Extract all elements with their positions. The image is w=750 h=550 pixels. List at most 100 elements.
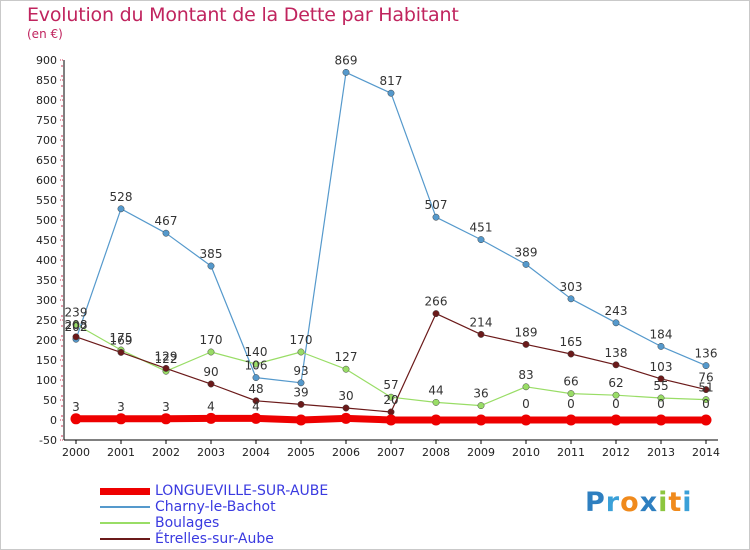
data-point [250, 412, 262, 424]
data-label: 103 [650, 360, 673, 374]
data-label: 30 [338, 389, 353, 403]
y-tick-label: 550 [36, 194, 57, 207]
data-point [207, 262, 215, 270]
logo-letter: r [605, 487, 621, 518]
logo-letter: o [620, 487, 640, 518]
data-point [297, 400, 305, 408]
y-tick-label: -50 [39, 434, 57, 447]
y-tick-label: 900 [36, 54, 57, 67]
data-point [477, 236, 485, 244]
x-tick-label: 2005 [287, 446, 315, 459]
data-label: 66 [563, 375, 578, 389]
data-label-zero: 0 [657, 397, 665, 411]
data-point [342, 404, 350, 412]
proxiti-logo: Proxiti [585, 487, 693, 518]
data-label: 507 [425, 198, 448, 212]
legend-swatch [100, 488, 150, 495]
data-point [207, 380, 215, 388]
data-point [117, 348, 125, 356]
data-label: 138 [605, 346, 628, 360]
data-label: 189 [515, 325, 538, 339]
data-point [432, 213, 440, 221]
x-tick-label: 2001 [107, 446, 135, 459]
chart-title: Evolution du Montant de la Dette par Hab… [27, 4, 459, 26]
data-label: 467 [155, 214, 178, 228]
y-tick-label: 700 [36, 134, 57, 147]
data-label: 239 [65, 305, 88, 319]
data-point [387, 393, 395, 401]
data-label: 389 [515, 245, 538, 259]
data-point [702, 386, 710, 394]
logo-letter: t [668, 487, 683, 518]
data-point [72, 320, 80, 328]
data-label: 93 [293, 364, 308, 378]
data-label: 48 [248, 382, 263, 396]
data-point [297, 379, 305, 387]
y-tick-label: 0 [50, 414, 57, 427]
x-tick-label: 2008 [422, 446, 450, 459]
data-point [115, 413, 127, 425]
legend-label: Boulages [155, 515, 220, 531]
data-point [387, 89, 395, 97]
data-point [340, 412, 352, 424]
data-label: 243 [605, 304, 628, 318]
legend-swatch [100, 522, 150, 524]
data-label: 62 [608, 376, 623, 390]
data-point [702, 362, 710, 370]
data-label: 20 [383, 393, 398, 407]
y-tick-label: 600 [36, 174, 57, 187]
y-tick-label: 300 [36, 294, 57, 307]
data-point [252, 374, 260, 382]
data-point [342, 365, 350, 373]
data-label: 184 [650, 327, 673, 341]
logo-letter: x [639, 487, 659, 518]
legend-swatch [100, 506, 150, 508]
data-point [432, 310, 440, 318]
data-label: 170 [290, 333, 313, 347]
data-point [117, 205, 125, 213]
y-tick-label: 350 [36, 274, 57, 287]
y-tick-label: 200 [36, 334, 57, 347]
data-point [567, 350, 575, 358]
y-tick-label: 850 [36, 74, 57, 87]
data-label: 3 [117, 400, 125, 414]
data-point [565, 414, 577, 426]
data-point [477, 330, 485, 338]
data-label: 57 [383, 378, 398, 392]
data-point [387, 408, 395, 416]
data-label: 55 [653, 379, 668, 393]
data-label: 202 [65, 320, 88, 334]
data-point [252, 397, 260, 405]
y-tick-label: 500 [36, 214, 57, 227]
y-tick-label: 800 [36, 94, 57, 107]
data-label: 106 [245, 359, 268, 373]
data-label: 817 [380, 74, 403, 88]
data-label: 3 [72, 400, 80, 414]
x-tick-label: 2007 [377, 446, 405, 459]
y-tick-label: 100 [36, 374, 57, 387]
data-label: 90 [203, 365, 218, 379]
data-label: 214 [470, 315, 493, 329]
data-point [295, 414, 307, 426]
data-label: 528 [110, 190, 133, 204]
data-label: 140 [245, 345, 268, 359]
data-point [522, 260, 530, 268]
data-label-zero: 0 [567, 397, 575, 411]
data-point [385, 414, 397, 426]
data-point [610, 414, 622, 426]
logo-letter: P [585, 487, 606, 518]
data-point [700, 414, 712, 426]
data-point [567, 390, 575, 398]
legend-label: Charny-le-Bachot [155, 499, 276, 515]
x-tick-label: 2012 [602, 446, 630, 459]
x-tick-label: 2013 [647, 446, 675, 459]
data-point [475, 414, 487, 426]
data-label: 44 [428, 383, 443, 397]
y-tick-label: 150 [36, 354, 57, 367]
y-tick-label: 400 [36, 254, 57, 267]
x-tick-label: 2003 [197, 446, 225, 459]
data-point [657, 375, 665, 383]
data-point [70, 413, 82, 425]
data-point [252, 360, 260, 368]
